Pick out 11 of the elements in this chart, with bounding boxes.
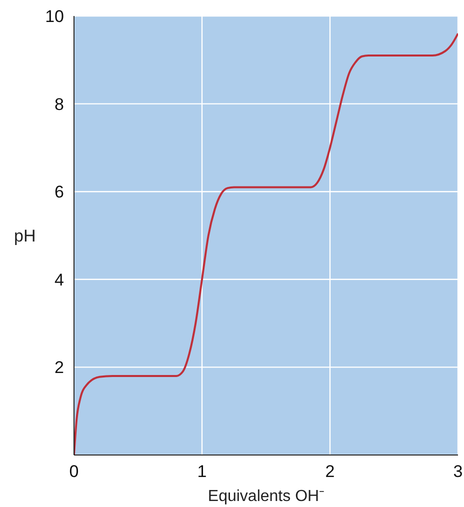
y-tick-label: 10 — [45, 7, 64, 26]
x-tick-label: 1 — [197, 462, 207, 482]
y-tick-label: 6 — [54, 182, 64, 202]
y-axis-title: pH — [14, 226, 36, 246]
x-tick-label: 0 — [69, 462, 79, 482]
x-tick-label: 3 — [453, 462, 463, 482]
y-tick-label: 4 — [54, 270, 64, 290]
y-tick-label: 2 — [54, 358, 64, 378]
y-tick-label: 8 — [54, 94, 64, 114]
x-tick-label: 2 — [325, 462, 335, 482]
x-axis-title: Equivalents OH⁻ — [208, 488, 324, 505]
